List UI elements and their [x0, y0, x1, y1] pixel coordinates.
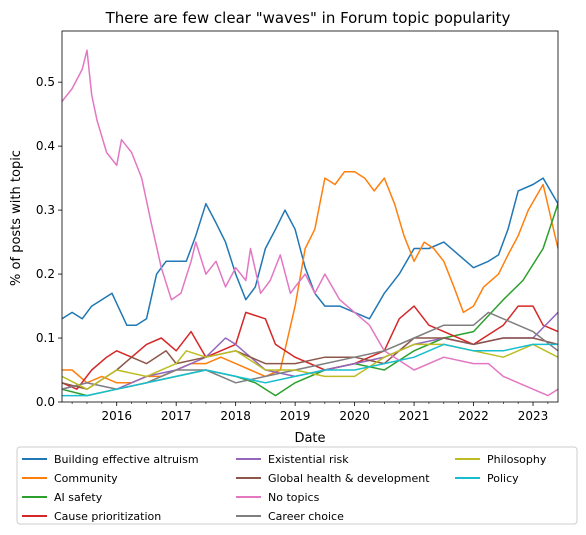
legend-entry-label: Policy — [487, 472, 519, 485]
series-line-0 — [62, 177, 558, 326]
plot-frame — [61, 30, 559, 403]
y-axis: 0.0 0.1 0.2 0.3 0.4 0.5 — [36, 75, 62, 409]
legend-entry-label: Building effective altruism — [54, 453, 199, 466]
x-tick-label: 2020 — [339, 409, 370, 423]
series-line-1 — [62, 170, 558, 384]
y-axis-label: % of posts with topic — [9, 150, 24, 286]
y-tick-label: 0.4 — [36, 139, 55, 153]
legend: Building effective altruism Community AI s… — [16, 446, 578, 525]
x-tick-label: 2021 — [399, 409, 430, 423]
x-tick-label: 2019 — [280, 409, 311, 423]
y-tick-label: 0.0 — [36, 395, 55, 409]
legend-entry-label: Global health & development — [268, 472, 430, 485]
x-axis: 2016 2017 2018 2019 2020 2021 2022 2023 — [71, 402, 549, 423]
x-axis-label: Date — [294, 431, 325, 446]
series-line-6 — [62, 49, 558, 397]
legend-box — [16, 446, 578, 525]
legend-entry-label: No topics — [268, 491, 320, 504]
x-tick-label: 2023 — [518, 409, 549, 423]
y-tick-label: 0.1 — [36, 331, 55, 345]
x-tick-label: 2022 — [458, 409, 489, 423]
legend-entry-label: Existential risk — [268, 453, 349, 466]
x-tick-label: 2016 — [101, 409, 132, 423]
chart-title: There are few clear "waves" in Forum top… — [105, 9, 511, 27]
series-line-5 — [62, 337, 558, 390]
legend-entry-label: AI safety — [54, 491, 103, 504]
legend-entry-label: Philosophy — [487, 453, 547, 466]
x-tick-label: 2017 — [161, 409, 192, 423]
series-line-3 — [62, 305, 558, 390]
y-tick-label: 0.2 — [36, 267, 55, 281]
legend-entry-label: Cause prioritization — [54, 510, 161, 523]
y-tick-label: 0.5 — [36, 75, 55, 89]
legend-entry-label: Community — [54, 472, 118, 485]
legend-entry-label: Career choice — [268, 510, 344, 523]
series-line-9 — [62, 343, 558, 397]
x-tick-label: 2018 — [220, 409, 251, 423]
plot-area — [61, 30, 559, 403]
y-tick-label: 0.3 — [36, 203, 55, 217]
